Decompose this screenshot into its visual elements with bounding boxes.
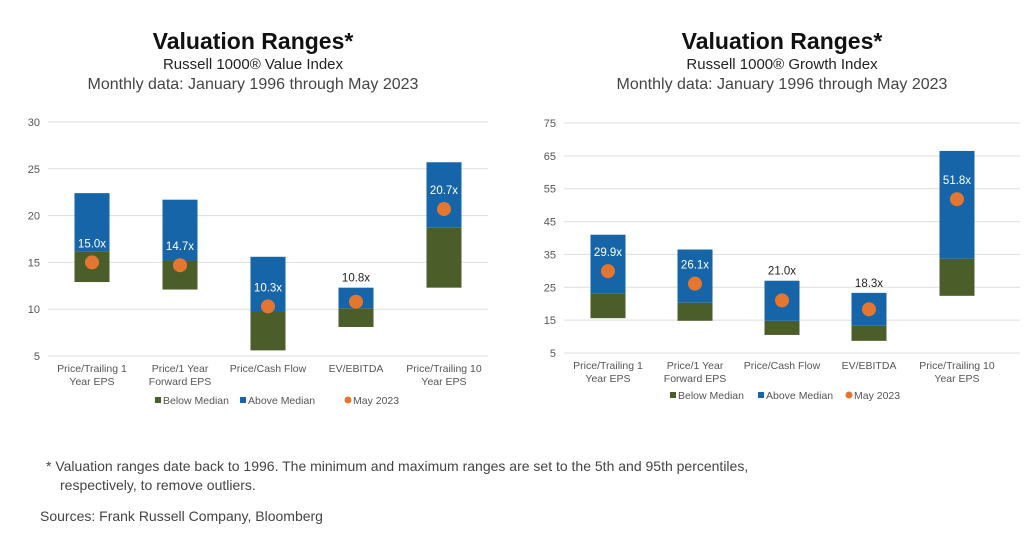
legend-swatch (344, 396, 352, 404)
data-label: 15.0x (78, 238, 106, 250)
x-tick-label: Year EPS (421, 376, 466, 388)
above-median-bar (677, 249, 713, 303)
may-2023-point (173, 258, 187, 273)
below-median-bar (250, 312, 286, 351)
x-tick-label: Price/Trailing 10 (406, 363, 482, 375)
legend-label: Above Median (248, 395, 315, 407)
y-tick-label: 30 (28, 117, 40, 129)
y-tick-label: 25 (544, 282, 556, 294)
chart-subtitle: Russell 1000® Value Index (162, 56, 344, 73)
data-label: 18.3x (855, 278, 883, 290)
chart-period: Monthly data: January 1996 through May 2… (616, 76, 948, 93)
y-tick-label: 15 (544, 315, 556, 327)
x-tick-label: Price/Cash Flow (744, 360, 821, 372)
chart-subtitle: Russell 1000® Growth Index (686, 56, 878, 73)
data-label: 14.7x (166, 241, 194, 253)
y-tick-label: 25 (28, 164, 40, 176)
legend-swatch (670, 392, 676, 398)
x-tick-label: Price/Cash Flow (230, 363, 307, 375)
y-tick-label: 75 (544, 118, 556, 130)
legend-swatch (155, 397, 161, 403)
legend-swatch (845, 391, 853, 399)
x-tick-label: Price/Trailing 1 (57, 363, 127, 375)
below-median-bar (426, 227, 462, 288)
y-tick-label: 35 (544, 249, 556, 261)
may-2023-point (349, 294, 363, 309)
may-2023-point (261, 299, 275, 314)
footnote-line: respectively, to remove outliers. (60, 477, 256, 493)
x-tick-label: Price/1 Year (667, 360, 724, 372)
data-label: 51.8x (943, 175, 971, 187)
below-median-bar (764, 320, 800, 335)
x-tick-label: EV/EBITDA (329, 363, 384, 375)
x-tick-label: Forward EPS (149, 376, 211, 388)
y-tick-label: 20 (28, 211, 40, 223)
x-tick-label: EV/EBITDA (842, 360, 897, 372)
legend-swatch (758, 392, 764, 398)
y-tick-label: 65 (544, 151, 556, 163)
may-2023-point (688, 276, 702, 291)
y-tick-label: 5 (550, 348, 556, 360)
footnote: * Valuation ranges date back to 1996. Th… (46, 457, 748, 495)
legend-label: Below Median (163, 395, 229, 407)
footnote-line: * Valuation ranges date back to 1996. Th… (46, 458, 749, 474)
y-tick-label: 55 (544, 184, 556, 196)
x-tick-label: Year EPS (69, 376, 114, 388)
below-median-bar (338, 308, 374, 327)
x-tick-label: Forward EPS (664, 373, 726, 385)
x-tick-label: Price/Trailing 1 (573, 360, 643, 372)
below-median-bar (851, 325, 887, 341)
data-label: 21.0x (768, 266, 796, 278)
legend-label: May 2023 (854, 390, 900, 402)
may-2023-point (437, 202, 451, 217)
may-2023-point (862, 302, 876, 317)
x-tick-label: Price/Trailing 10 (919, 360, 995, 372)
x-tick-label: Year EPS (585, 373, 630, 385)
y-tick-label: 5 (34, 351, 40, 363)
below-median-bar (939, 258, 975, 296)
may-2023-point (85, 255, 99, 270)
x-tick-label: Price/1 Year (152, 363, 209, 375)
x-tick-label: Year EPS (934, 373, 979, 385)
y-tick-label: 45 (544, 217, 556, 229)
legend-label: May 2023 (353, 395, 399, 407)
above-median-bar (426, 162, 462, 228)
data-label: 20.7x (430, 185, 458, 197)
right-chart-header: Valuation Ranges* Russell 1000® Growth I… (572, 28, 992, 94)
sources: Sources: Frank Russell Company, Bloomber… (40, 508, 323, 524)
below-median-bar (590, 293, 626, 319)
chart-title: Valuation Ranges* (152, 28, 354, 54)
above-median-bar (74, 193, 110, 252)
data-label: 10.3x (254, 282, 282, 294)
above-median-bar (162, 199, 198, 261)
may-2023-point (950, 192, 964, 207)
legend-swatch (240, 397, 246, 403)
chart-title: Valuation Ranges* (681, 28, 883, 54)
chart-period: Monthly data: January 1996 through May 2… (87, 76, 419, 93)
y-tick-label: 10 (28, 304, 40, 316)
below-median-bar (677, 302, 713, 321)
y-tick-label: 15 (28, 257, 40, 269)
legend-label: Below Median (678, 390, 744, 402)
data-label: 10.8x (342, 273, 370, 285)
left-chart-header: Valuation Ranges* Russell 1000® Value In… (43, 28, 463, 94)
data-label: 29.9x (594, 247, 622, 259)
data-label: 26.1x (681, 260, 709, 272)
may-2023-point (601, 264, 615, 279)
may-2023-point (775, 293, 789, 308)
legend-label: Above Median (766, 390, 833, 402)
